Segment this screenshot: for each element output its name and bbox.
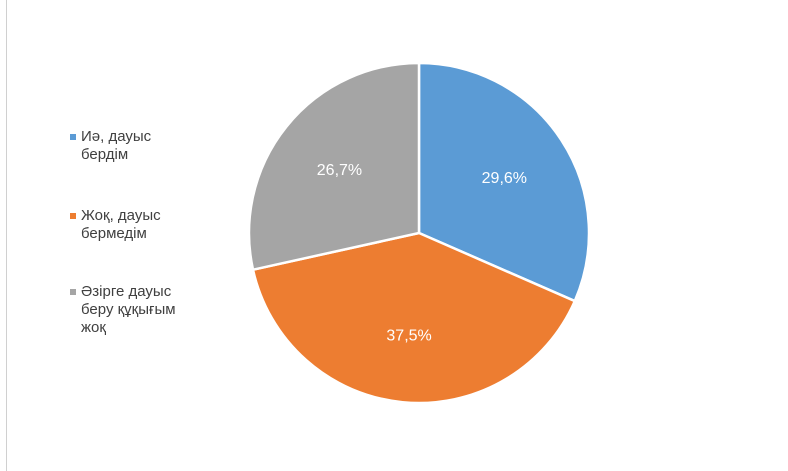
- legend-item-yes: Иә, дауыс бердім: [70, 128, 220, 164]
- legend-label-no: Жоқ, дауыс бермедім: [81, 207, 161, 242]
- data-label-no: 37,5%: [386, 328, 431, 345]
- data-label-no-right: 26,7%: [317, 162, 362, 179]
- pie-slice-no: [251, 231, 577, 405]
- pie-slice-no-right: [247, 61, 421, 272]
- data-label-yes: 29,6%: [482, 170, 527, 187]
- chart-border: [6, 0, 7, 471]
- pie-slices: [247, 61, 591, 405]
- legend-swatch-no: [70, 213, 76, 219]
- pie-data-labels: 29,6% 37,5% 26,7%: [317, 162, 527, 344]
- legend-label-no-right: Әзірге дауыс беру құқығым жоқ: [81, 283, 176, 336]
- legend-item-no: Жоқ, дауыс бермедім: [70, 207, 220, 243]
- legend-label-yes: Иә, дауыс бердім: [81, 128, 152, 163]
- pie-slice-yes: [417, 61, 591, 303]
- legend-item-no-right: Әзірге дауыс беру құқығым жоқ: [70, 283, 220, 337]
- legend-swatch-no-right: [70, 289, 76, 295]
- legend-swatch-yes: [70, 134, 76, 140]
